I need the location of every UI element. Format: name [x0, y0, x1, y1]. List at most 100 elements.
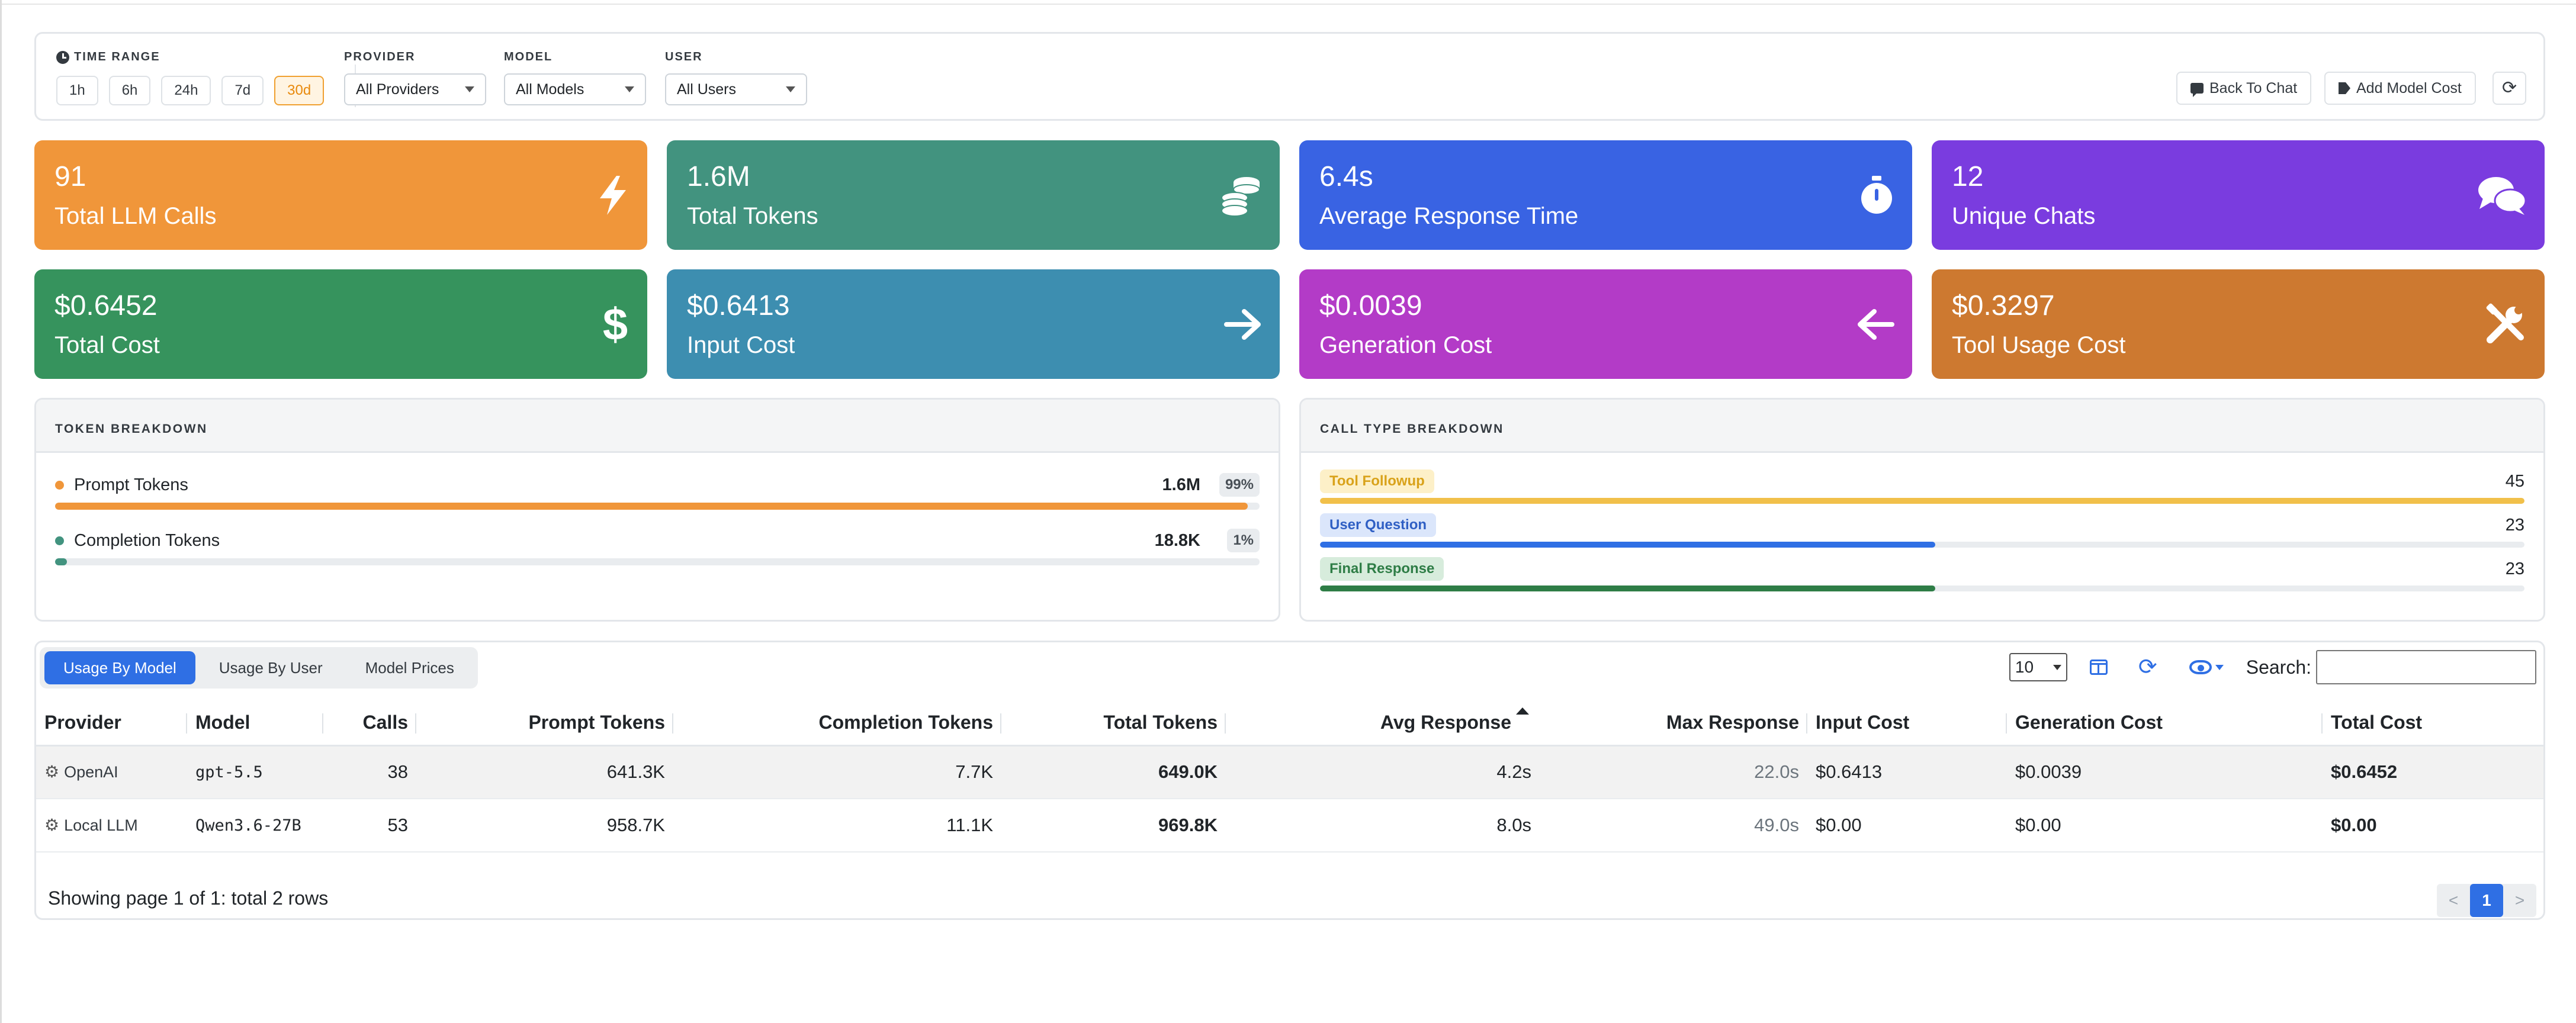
stat-label: Input Cost	[687, 332, 795, 358]
stat-card-average-response-time: 6.4s Average Response Time	[1299, 140, 1912, 250]
model-select[interactable]: All Models	[504, 73, 646, 105]
call-type-progress-fill	[1320, 586, 1936, 591]
call-type-badge: User Question	[1320, 513, 1437, 537]
call-type-progress-fill	[1320, 498, 2524, 504]
column-header-calls[interactable]: Calls	[323, 700, 416, 747]
provider-icon: ⚙	[44, 816, 60, 834]
user-select[interactable]: All Users	[665, 73, 807, 105]
stat-card-unique-chats: 12 Unique Chats	[1932, 140, 2545, 250]
arrow-left-icon	[1858, 308, 1894, 340]
token-row-percent-badge: 1%	[1227, 529, 1260, 552]
column-header-total-cost[interactable]: Total Cost	[2323, 700, 2543, 747]
prompt-tokens-dot	[55, 481, 64, 490]
time-range-group: TIME RANGE 1h 6h 24h 7d 30d	[56, 50, 325, 105]
stat-label: Unique Chats	[1952, 203, 2096, 229]
column-header-max-response[interactable]: Max Response	[1540, 700, 1807, 747]
tab-usage-by-user[interactable]: Usage By User	[219, 658, 323, 677]
chevron-down-icon	[2053, 664, 2061, 670]
columns-icon[interactable]	[2089, 660, 2108, 675]
provider-filter-group: PROVIDER All Providers	[344, 50, 486, 105]
token-row-value: 18.8K	[1154, 531, 1200, 550]
page-1-button[interactable]: 1	[2470, 884, 2503, 917]
dollar-icon: $	[603, 301, 628, 348]
chevron-down-icon[interactable]	[2215, 664, 2224, 670]
time-range-label: TIME RANGE	[74, 50, 160, 63]
cell-total-tokens: 969.8K	[1001, 799, 1226, 852]
token-row-progress-fill	[55, 558, 68, 565]
left-border	[0, 0, 2, 1023]
refresh-button[interactable]: ⟳	[2493, 72, 2527, 105]
cell-completion-tokens: 7.7K	[673, 745, 1001, 799]
page-size-select[interactable]: 10	[2009, 653, 2067, 681]
stat-label: Total LLM Calls	[54, 203, 217, 229]
eye-icon[interactable]	[2189, 660, 2212, 674]
call-type-progress-track	[1320, 498, 2524, 504]
cell-model: Qwen3.6-27B	[187, 799, 323, 852]
stat-label: Total Tokens	[687, 203, 818, 229]
stat-value: 12	[1952, 161, 1984, 192]
time-range-24h-button[interactable]: 24h	[161, 76, 211, 105]
cell-generation-cost: $0.00	[2007, 799, 2323, 852]
stopwatch-icon	[1861, 175, 1892, 214]
back-to-chat-button[interactable]: Back To Chat	[2176, 72, 2312, 105]
cell-max-response: 49.0s	[1540, 799, 1807, 852]
token-row-progress-track	[55, 558, 1260, 565]
cell-avg-response: 4.2s	[1226, 745, 1540, 799]
cell-prompt-tokens: 958.7K	[416, 799, 673, 852]
time-range-6h-button[interactable]: 6h	[108, 76, 151, 105]
bolt-icon	[600, 175, 626, 215]
call-type-row-final-response: Final Response 23	[1320, 557, 2524, 599]
call-type-progress-track	[1320, 542, 2524, 548]
pagination-summary: Showing page 1 of 1: total 2 rows	[48, 887, 329, 909]
column-header-model[interactable]: Model	[187, 700, 323, 747]
stat-label: Average Response Time	[1319, 203, 1579, 229]
add-model-cost-button[interactable]: Add Model Cost	[2324, 72, 2476, 105]
clock-icon	[56, 50, 69, 64]
column-header-completion-tokens[interactable]: Completion Tokens	[673, 700, 1001, 747]
token-row-progress-track	[55, 503, 1260, 510]
cell-input-cost: $0.6413	[1807, 745, 2007, 799]
cell-completion-tokens: 11.1K	[673, 799, 1001, 852]
next-page-button[interactable]: >	[2514, 891, 2525, 909]
column-header-input-cost[interactable]: Input Cost	[1807, 700, 2007, 747]
column-header-prompt-tokens[interactable]: Prompt Tokens	[416, 700, 673, 747]
token-row-label: Prompt Tokens	[74, 475, 188, 494]
chevron-down-icon	[465, 86, 474, 92]
comment-icon	[2190, 83, 2204, 97]
call-type-progress-fill	[1320, 542, 1936, 548]
time-range-label-row: TIME RANGE	[56, 50, 324, 64]
token-breakdown-panel: TOKEN BREAKDOWN Prompt Tokens 1.6M 99% C…	[34, 398, 1280, 622]
cell-total-tokens: 649.0K	[1001, 745, 1226, 799]
call-type-row-tool-followup: Tool Followup 45	[1320, 469, 2524, 511]
search-input[interactable]	[2316, 650, 2536, 684]
table-toolbar: 10 ⟳ Search:	[2009, 649, 2536, 685]
cell-avg-response: 8.0s	[1226, 799, 1540, 852]
usage-table: Provider Model Calls Prompt Tokens Compl…	[36, 700, 2543, 852]
token-row-value: 1.6M	[1162, 475, 1200, 494]
cell-total-cost: $0.00	[2323, 799, 2543, 852]
tab-usage-by-model[interactable]: Usage By Model	[44, 651, 195, 684]
call-type-count: 23	[2505, 516, 2524, 535]
table-row: ⚙ OpenAI gpt-5.5 38 641.3K 7.7K 649.0K 4.…	[36, 745, 2543, 799]
provider-label: PROVIDER	[344, 50, 416, 63]
column-header-generation-cost[interactable]: Generation Cost	[2007, 700, 2323, 747]
completion-tokens-dot	[55, 536, 64, 545]
call-type-breakdown-title: CALL TYPE BREAKDOWN	[1301, 400, 2543, 453]
time-range-1h-button[interactable]: 1h	[56, 76, 98, 105]
tab-model-prices[interactable]: Model Prices	[365, 658, 454, 677]
cell-generation-cost: $0.0039	[2007, 745, 2323, 799]
column-header-avg-response[interactable]: Avg Response	[1226, 700, 1540, 747]
prev-page-button[interactable]: <	[2448, 891, 2459, 909]
stat-value: 91	[54, 161, 86, 192]
user-select-value: All Users	[677, 81, 737, 98]
stat-card-input-cost: $0.6413 Input Cost	[667, 269, 1280, 379]
stat-value: $0.0039	[1319, 290, 1422, 321]
add-model-cost-label: Add Model Cost	[2356, 79, 2462, 96]
column-header-total-tokens[interactable]: Total Tokens	[1001, 700, 1226, 747]
stat-card-generation-cost: $0.0039 Generation Cost	[1299, 269, 1912, 379]
time-range-30d-button[interactable]: 30d	[274, 76, 325, 105]
column-header-provider[interactable]: Provider	[36, 700, 187, 747]
time-range-7d-button[interactable]: 7d	[221, 76, 264, 105]
sync-icon[interactable]: ⟳	[2138, 655, 2157, 680]
provider-select[interactable]: All Providers	[344, 73, 486, 105]
